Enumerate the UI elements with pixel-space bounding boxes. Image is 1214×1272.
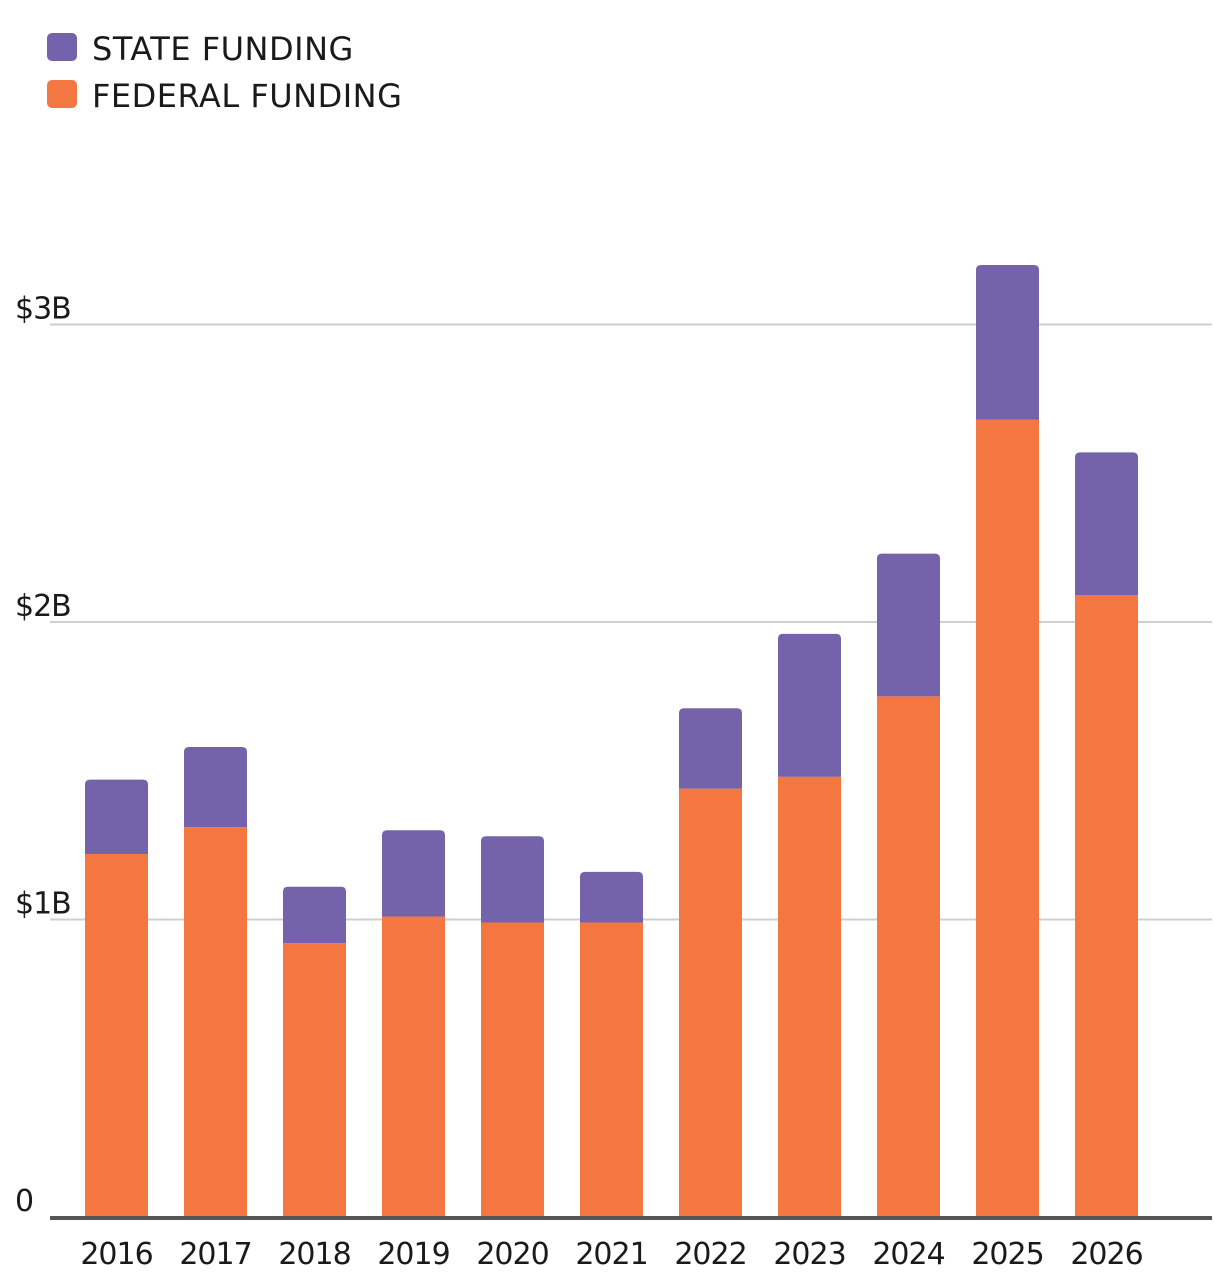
bar-federal-funding — [877, 696, 940, 1217]
legend-swatch — [47, 33, 77, 61]
x-tick-label-2021: 2021 — [575, 1237, 647, 1272]
bar-state-funding — [580, 871, 643, 923]
y-tick-label: $1B — [15, 887, 71, 922]
legend-item-federal-funding: FEDERAL FUNDING — [47, 77, 402, 115]
y-axis-tick-labels: 0 $1B $2B $3B — [15, 292, 72, 1220]
bar-group-2018 — [283, 886, 346, 1217]
bar-group-2021 — [580, 871, 643, 1217]
bar-federal-funding — [85, 854, 148, 1217]
bar-group-2016 — [85, 779, 148, 1217]
bar-group-2017 — [184, 746, 247, 1217]
bar-state-funding — [877, 553, 940, 697]
legend-label: FEDERAL FUNDING — [92, 77, 402, 115]
bar-federal-funding — [382, 916, 445, 1217]
bar-state-funding — [283, 886, 346, 944]
x-tick-label-2020: 2020 — [476, 1237, 548, 1272]
chart-legend: STATE FUNDING FEDERAL FUNDING — [47, 30, 402, 115]
bar-series — [85, 265, 1138, 1217]
bar-group-2025 — [976, 265, 1039, 1217]
x-tick-label-2022: 2022 — [674, 1237, 746, 1272]
x-tick-label-2026: 2026 — [1070, 1237, 1142, 1272]
y-tick-label: $2B — [15, 589, 71, 624]
bar-state-funding — [184, 746, 247, 828]
bar-group-2020 — [481, 836, 544, 1217]
bar-state-funding — [976, 265, 1039, 420]
x-tick-label-2016: 2016 — [80, 1237, 152, 1272]
bar-state-funding — [382, 830, 445, 917]
y-tick-label: $3B — [15, 292, 71, 327]
bar-federal-funding — [976, 419, 1039, 1217]
bar-federal-funding — [184, 827, 247, 1217]
x-tick-label-2025: 2025 — [971, 1237, 1043, 1272]
bar-federal-funding — [283, 943, 346, 1217]
x-tick-label-2017: 2017 — [179, 1237, 251, 1272]
x-tick-label-2024: 2024 — [872, 1237, 944, 1272]
bar-federal-funding — [679, 788, 742, 1217]
bar-state-funding — [1075, 452, 1138, 596]
bar-state-funding — [481, 836, 544, 923]
bar-state-funding — [679, 708, 742, 789]
bar-federal-funding — [1075, 595, 1138, 1217]
legend-swatch — [47, 80, 77, 108]
x-tick-label-2018: 2018 — [278, 1237, 350, 1272]
bar-state-funding — [778, 633, 841, 777]
x-tick-label-2023: 2023 — [773, 1237, 845, 1272]
bar-group-2023 — [778, 633, 841, 1217]
bar-federal-funding — [580, 922, 643, 1217]
bar-state-funding — [85, 779, 148, 855]
legend-label: STATE FUNDING — [92, 30, 354, 68]
y-tick-label: 0 — [15, 1184, 33, 1219]
legend-item-state-funding: STATE FUNDING — [47, 30, 354, 68]
bar-group-2022 — [679, 708, 742, 1217]
bar-group-2026 — [1075, 452, 1138, 1217]
bar-group-2019 — [382, 830, 445, 1217]
x-axis-tick-labels: 2016 2017 2018 2019 2020 2021 2022 2023 2024 2025… — [80, 1237, 1143, 1272]
x-tick-label-2019: 2019 — [377, 1237, 449, 1272]
bar-federal-funding — [778, 776, 841, 1217]
bar-group-2024 — [877, 553, 940, 1217]
bar-federal-funding — [481, 922, 544, 1217]
